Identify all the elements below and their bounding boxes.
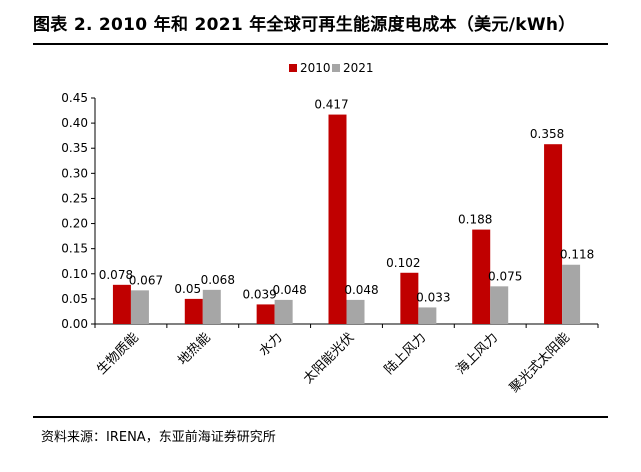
source-note: 资料来源：IRENA，东亚前海证券研究所 (41, 430, 276, 445)
y-tick-label: 0.20 (61, 217, 88, 231)
data-label-2010: 0.039 (242, 287, 276, 301)
bars (112, 114, 581, 324)
data-labels: 0.0780.0670.050.0680.0390.0480.4170.0480… (99, 98, 595, 305)
y-tick-label: 0.05 (61, 292, 88, 306)
legend-swatch-2010 (289, 64, 297, 72)
bar-2010 (256, 304, 275, 324)
data-label-2010: 0.358 (530, 127, 564, 141)
bar-2010 (328, 114, 347, 324)
bar-2021 (202, 289, 221, 324)
y-tick-label: 0.00 (61, 317, 88, 331)
x-tick-label: 水力 (256, 330, 285, 359)
bar-2021 (490, 286, 509, 324)
x-tick-label: 聚光式太阳能 (507, 330, 573, 396)
bar-2010 (112, 284, 131, 324)
data-label-2010: 0.078 (99, 268, 133, 282)
data-label-2010: 0.102 (386, 256, 420, 270)
data-label-2021: 0.075 (488, 269, 522, 283)
data-label-2021: 0.067 (129, 273, 163, 287)
data-label-2010: 0.417 (314, 98, 348, 112)
bar-2021 (418, 307, 437, 324)
y-tick-label: 0.30 (61, 166, 88, 180)
data-label-2021: 0.068 (201, 273, 235, 287)
data-label-2021: 0.033 (416, 290, 450, 304)
data-label-2010: 0.188 (458, 213, 492, 227)
y-tick-label: 0.40 (61, 116, 88, 130)
bottom-rule (33, 416, 608, 418)
x-tick-label: 太阳能光伏 (301, 330, 358, 387)
bar-2021 (130, 290, 149, 324)
legend-label-2021: 2021 (343, 61, 374, 75)
data-label-2021: 0.048 (344, 283, 378, 297)
legend: 2010 2021 (289, 61, 374, 75)
y-tick-label: 0.45 (61, 91, 88, 105)
bar-2010 (472, 229, 491, 324)
bar-2021 (274, 299, 293, 324)
data-label-2021: 0.118 (560, 248, 594, 262)
x-tick-label: 地热能 (175, 330, 213, 368)
bar-2010 (400, 272, 419, 324)
top-rule (33, 43, 608, 45)
y-tick-label: 0.35 (61, 141, 88, 155)
x-tick-label: 海上风力 (454, 330, 501, 377)
figure-title: 图表 2. 2010 年和 2021 年全球可再生能源度电成本（美元/kWh） (33, 15, 576, 35)
bar-chart: 2010 2021 0.00 0.05 0.10 0.15 0.20 0.25 0.30 0.3… (61, 61, 599, 396)
data-label-2021: 0.048 (272, 283, 306, 297)
y-tick-label: 0.15 (61, 242, 88, 256)
bar-2021 (346, 299, 365, 324)
x-tick-label: 生物质能 (94, 330, 141, 377)
y-tick-label: 0.25 (61, 191, 88, 205)
bar-2010 (544, 144, 563, 324)
data-label-2010: 0.05 (174, 282, 201, 296)
bar-2021 (562, 264, 581, 324)
legend-swatch-2021 (332, 64, 340, 72)
x-axis: 生物质能 地热能 水力 太阳能光伏 陆上风力 海上风力 聚光式太阳能 (94, 323, 599, 396)
x-tick-label: 陆上风力 (381, 330, 429, 378)
y-axis: 0.00 0.05 0.10 0.15 0.20 0.25 0.30 0.35 0.40 0.45 (61, 91, 96, 331)
bar-2010 (184, 298, 203, 324)
legend-label-2010: 2010 (300, 61, 331, 75)
y-tick-label: 0.10 (61, 267, 88, 281)
